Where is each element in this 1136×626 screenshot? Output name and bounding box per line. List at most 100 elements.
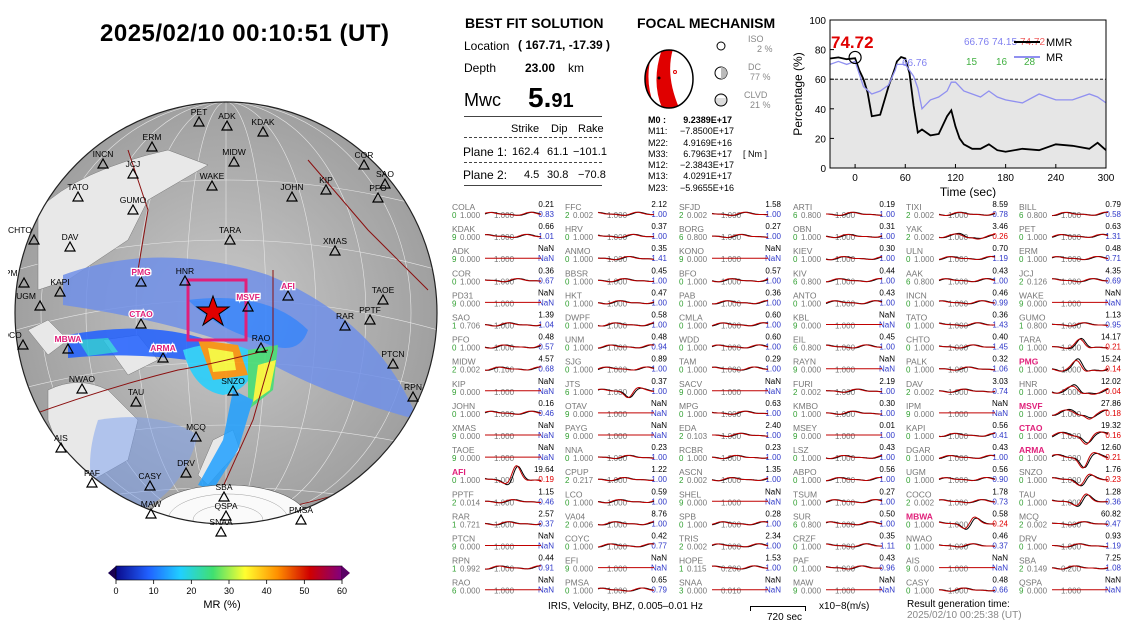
waveform-cell[interactable]: RCBR 0.231.000 1.000 1.000 [679, 443, 782, 463]
waveform-cell[interactable]: TATO 0.361.430 1.000 1.000 [906, 311, 1009, 331]
waveform-cell[interactable]: SUR 0.501.00 6 0.800 1.000 [793, 509, 896, 529]
waveform-cell[interactable]: KDAK 0.661.01 9 0.000 1.000 [452, 222, 555, 242]
waveform-cell[interactable]: LCO 0.591.000 1.000 1.000 [565, 487, 668, 507]
waveform-cell[interactable]: PAB 0.361.000 1.000 1.000 [679, 288, 782, 308]
waveform-cell[interactable]: KIV 0.441.00 6 0.800 1.000 [793, 266, 896, 286]
station-triangle-icon[interactable] [220, 119, 234, 131]
station-triangle-icon[interactable] [256, 125, 270, 137]
waveform-cell[interactable]: ARTI 0.191.00 6 0.800 1.000 [793, 200, 896, 220]
waveform-cell[interactable]: BBSR 0.451.000 1.000 1.000 [565, 266, 668, 286]
waveform-cell[interactable]: TSUM 0.271.000 1.000 1.000 [793, 487, 896, 507]
waveform-cell[interactable]: PMSA 0.650.790 1.000 1.000 [565, 576, 668, 596]
station-triangle-icon[interactable] [134, 275, 148, 287]
waveform-cell[interactable]: TAM 0.291.000 1.000 1.000 [679, 355, 782, 375]
station-triangle-icon[interactable] [16, 338, 30, 350]
waveform-cell[interactable]: KAPI 0.560.410 1.000 1.000 [906, 421, 1009, 441]
waveform-cell[interactable]: HOPE 1.531.00 1 0.115 0.200 [679, 554, 782, 574]
station-triangle-icon[interactable] [53, 285, 67, 297]
station-triangle-icon[interactable] [145, 140, 159, 152]
waveform-cell[interactable]: AAK 0.431.00 6 0.800 1.000 [906, 266, 1009, 286]
waveform-cell[interactable]: CPUP 1.221.00 2 0.217 1.000 [565, 465, 668, 485]
waveform-cell[interactable]: SBA 7.251.08 2 0.149 0.200 [1019, 554, 1122, 574]
station-triangle-icon[interactable] [63, 240, 77, 252]
station-triangle-icon[interactable] [406, 390, 420, 402]
waveform-cell[interactable]: NWAO 0.460.370 1.000 1.000 [906, 532, 1009, 552]
waveform-cell[interactable]: DGAR 0.431.000 1.000 1.000 [906, 443, 1009, 463]
waveform-cell[interactable]: MBWA 0.580.240 1.000 1.000 [906, 509, 1009, 530]
station-triangle-icon[interactable] [126, 167, 140, 179]
waveform-cell[interactable]: SJG 0.891.000 1.000 1.000 [565, 355, 668, 375]
waveform-cell[interactable]: CMLA 0.601.000 1.000 1.000 [679, 311, 782, 331]
station-triangle-icon[interactable] [75, 382, 89, 394]
waveform-cell[interactable]: SAO 1.391.04 1 0.706 1.000 [452, 311, 555, 331]
station-triangle-icon[interactable] [357, 158, 371, 170]
station-triangle-icon[interactable] [254, 341, 268, 353]
waveform-cell[interactable]: COCO 1.780.73 2 0.002 1.000 [906, 487, 1009, 507]
waveform-cell[interactable]: PALK 0.321.060 1.000 1.000 [906, 355, 1009, 375]
waveform-cell[interactable]: PPTF 1.150.46 2 0.014 1.000 [452, 487, 555, 507]
station-triangle-icon[interactable] [205, 179, 219, 191]
station-triangle-icon[interactable] [144, 507, 158, 519]
waveform-cell[interactable]: ULN 0.701.190 1.000 1.000 [906, 244, 1009, 264]
waveform-cell[interactable]: MSEY 0.011.00 9 0.000 1.000 [793, 421, 896, 441]
waveform-cell[interactable]: BILL 0.790.58 6 0.800 1.000 [1019, 200, 1122, 220]
station-triangle-icon[interactable] [376, 293, 390, 305]
station-triangle-icon[interactable] [223, 233, 237, 245]
waveform-cell[interactable]: YAK 3.460.26 2 0.002 1.000 [906, 222, 1009, 242]
station-triangle-icon[interactable] [85, 476, 99, 488]
station-triangle-icon[interactable] [285, 190, 299, 202]
waveform-cell[interactable]: DRV 0.931.190 1.000 1.000 [1019, 532, 1122, 552]
station-triangle-icon[interactable] [27, 233, 41, 245]
station-triangle-icon[interactable] [33, 299, 47, 311]
waveform-cell[interactable]: DAV 3.030.74 2 0.002 1.000 [906, 377, 1009, 397]
waveform-cell[interactable]: TRIS 2.341.00 2 0.002 1.000 [679, 532, 782, 552]
waveform-cell[interactable]: MPG 0.631.000 1.000 1.000 [679, 399, 782, 419]
station-triangle-icon[interactable] [378, 177, 392, 189]
waveform-cell[interactable]: JOHN 0.160.460 1.000 1.000 [452, 399, 555, 419]
waveform-cell[interactable]: AFI 19.640.190 1.000 1.000 [452, 465, 555, 486]
station-triangle-icon[interactable] [363, 313, 377, 325]
waveform-cell[interactable]: ANTO 0.431.000 1.000 1.000 [793, 288, 896, 308]
station-triangle-icon[interactable] [319, 183, 333, 195]
station-triangle-icon[interactable] [241, 300, 255, 312]
waveform-cell[interactable]: UNM 0.480.940 1.000 1.000 [565, 333, 668, 353]
waveform-cell[interactable]: TAU 1.280.360 1.000 1.000 [1019, 487, 1122, 507]
waveform-cell[interactable]: ANMO 0.351.410 1.000 1.000 [565, 244, 668, 264]
waveform-cell[interactable]: ABPO 0.561.000 1.000 1.000 [793, 465, 896, 485]
waveform-cell[interactable]: CRZF 0.351.110 1.000 1.000 [793, 532, 896, 552]
station-triangle-icon[interactable] [156, 351, 170, 363]
station-triangle-icon[interactable] [178, 274, 192, 286]
waveform-cell[interactable]: ASCN 1.351.00 2 0.002 1.000 [679, 465, 782, 485]
waveform-cell[interactable]: ARMA 12.600.210 1.000 1.000 [1019, 443, 1122, 469]
waveform-cell[interactable]: BFO 0.571.000 1.000 1.000 [679, 266, 782, 286]
station-triangle-icon[interactable] [143, 479, 157, 491]
waveform-cell[interactable]: FURI 2.191.002 0.002 1.000 [793, 377, 896, 397]
waveform-cell[interactable]: RAR 2.570.37 1 0.721 1.000 [452, 509, 555, 529]
waveform-cell[interactable]: MCQ 60.820.472 0.002 1.000 [1019, 509, 1122, 529]
station-triangle-icon[interactable] [227, 155, 241, 167]
waveform-cell[interactable]: CASY 0.480.660 1.000 1.000 [906, 576, 1009, 596]
station-triangle-icon[interactable] [371, 191, 385, 203]
station-triangle-icon[interactable] [219, 509, 233, 521]
station-triangle-icon[interactable] [189, 430, 203, 442]
waveform-cell[interactable]: FFC 2.121.00 2 0.002 1.000 [565, 200, 668, 220]
station-triangle-icon[interactable] [281, 289, 295, 301]
waveform-cell[interactable]: MSVF 27.860.180 1.000 1.000 [1019, 399, 1122, 420]
waveform-cell[interactable]: VA04 8.761.00 2 0.006 1.000 [565, 509, 668, 529]
